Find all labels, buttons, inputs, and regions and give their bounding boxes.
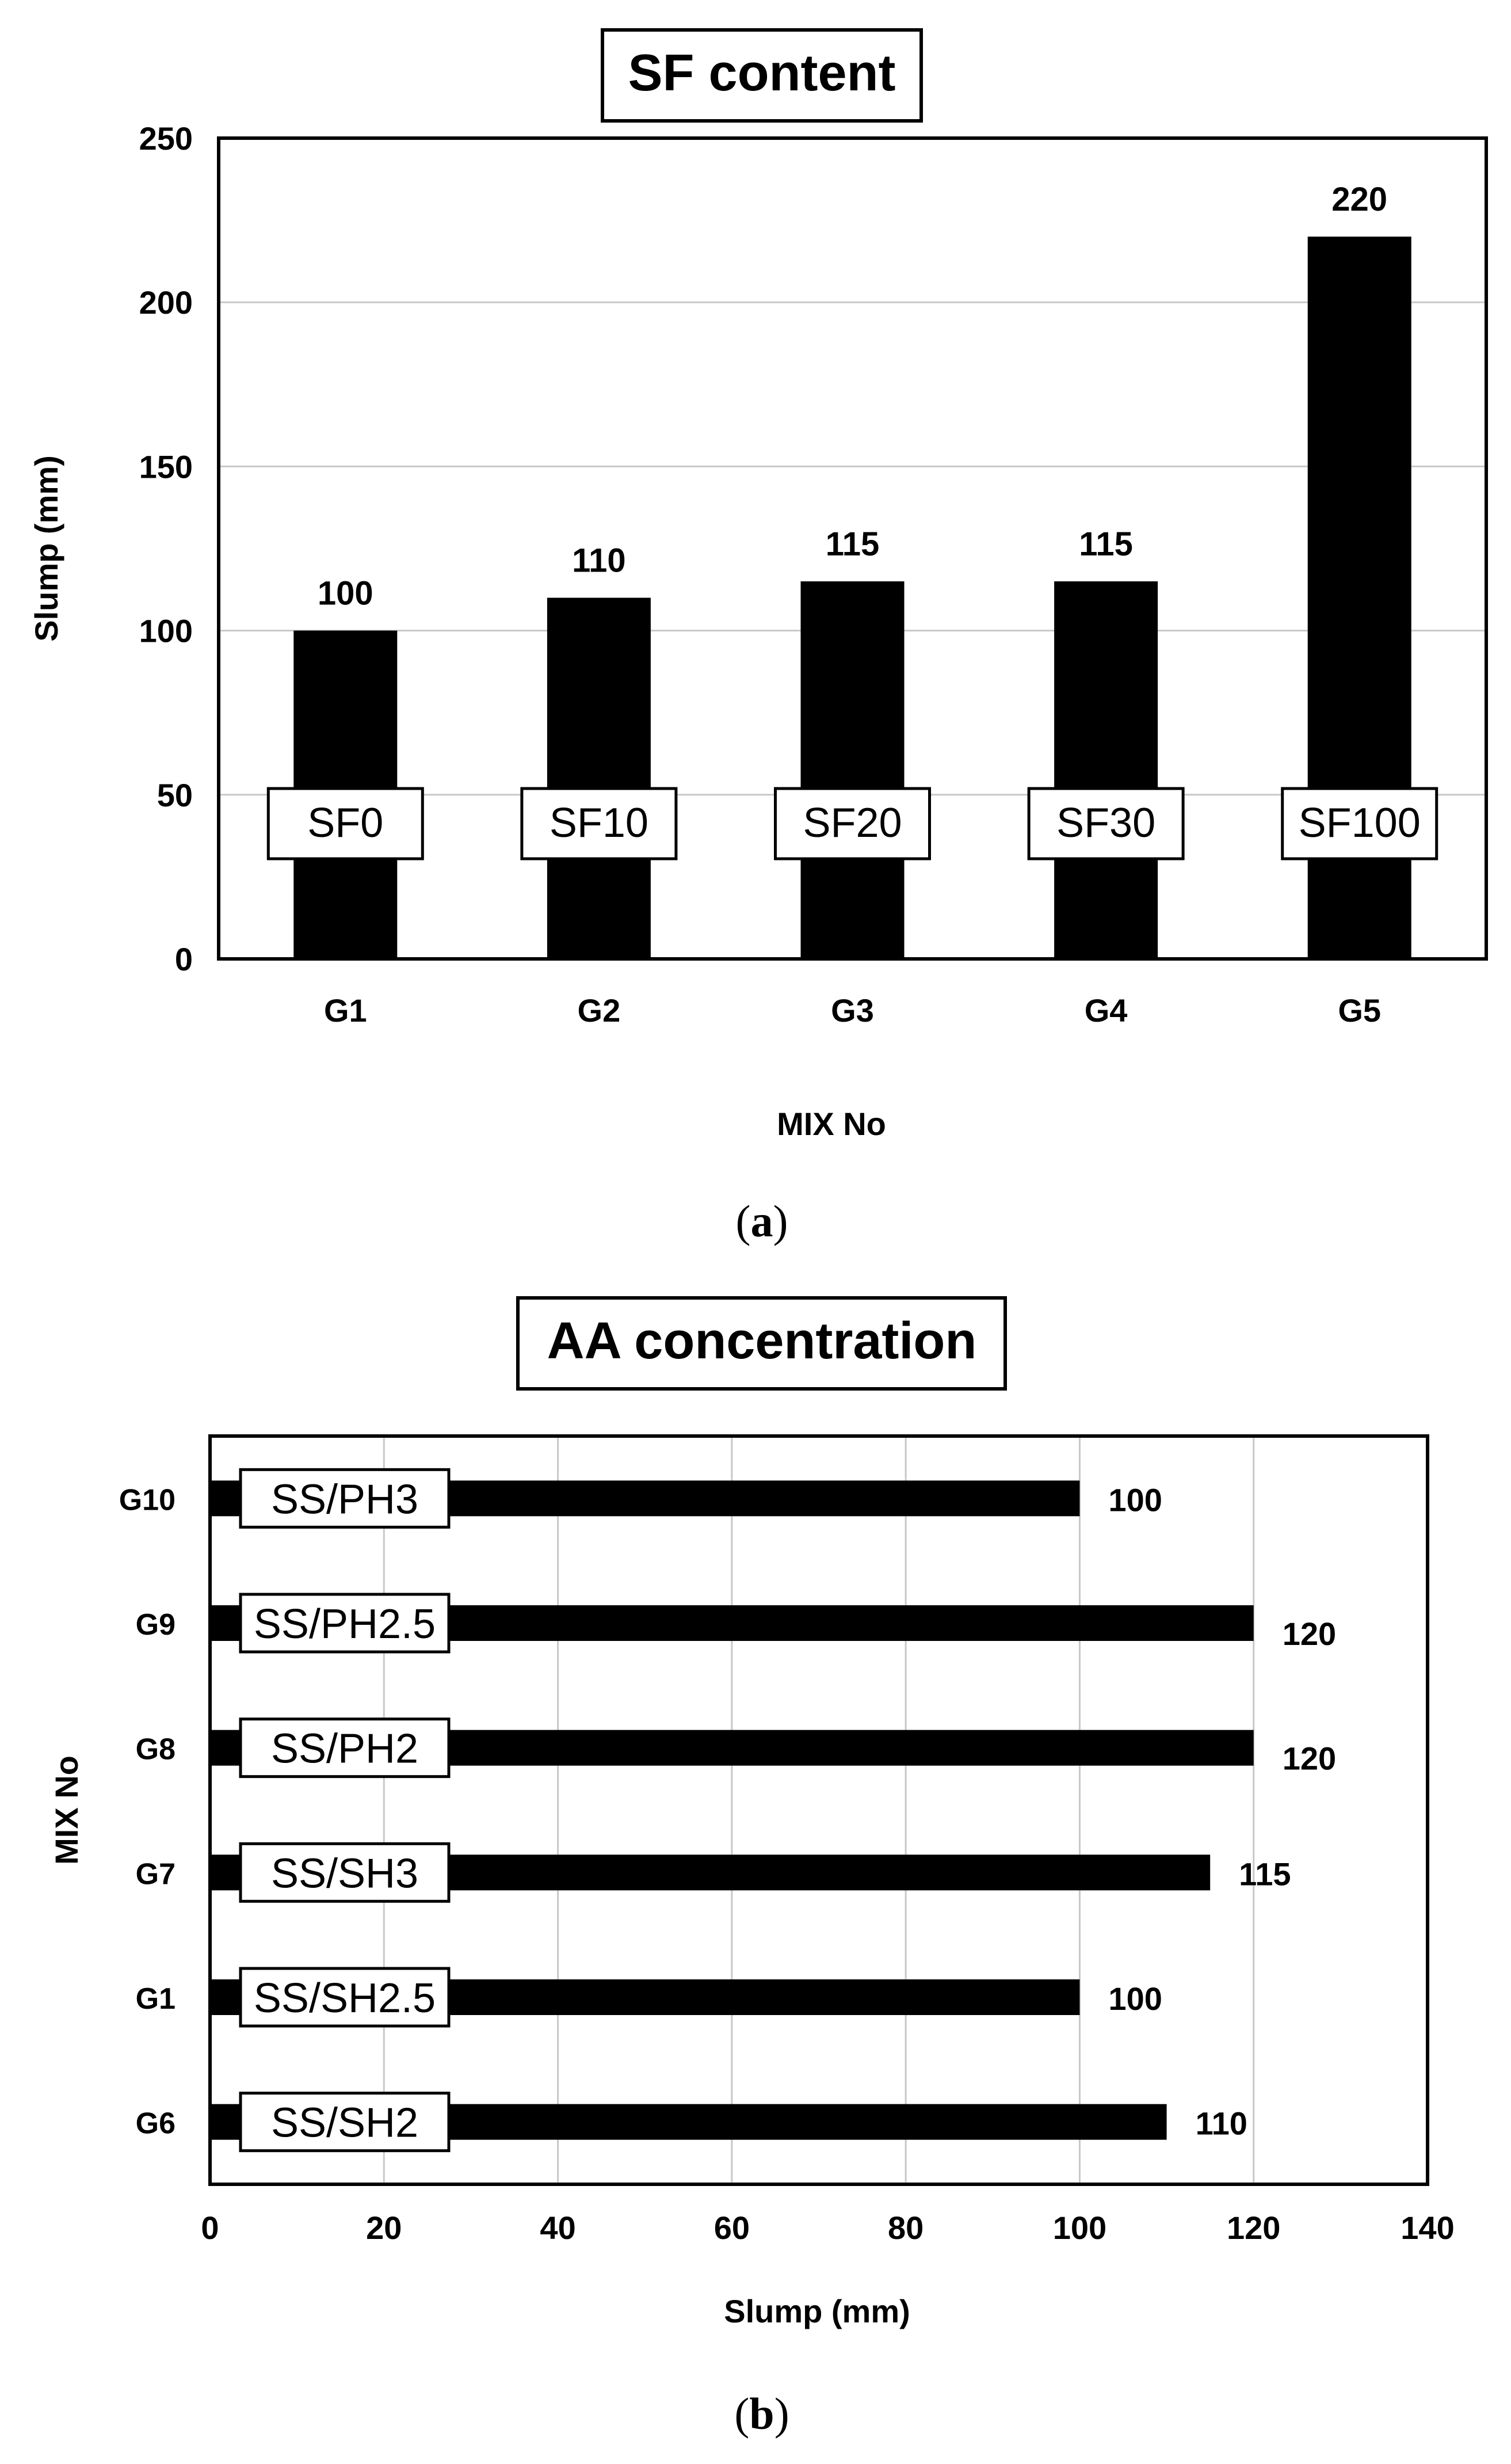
chart-b-bar-annotation: SS/SH3 <box>271 1850 418 1896</box>
chart-b-y-tick-label: G1 <box>136 1982 175 2016</box>
chart-a-bar <box>547 597 651 959</box>
chart-b-y-tick-label: G10 <box>119 1483 175 1517</box>
chart-b-x-tick-label: 80 <box>888 2210 924 2246</box>
chart-b-value-label: 115 <box>1239 1856 1291 1892</box>
chart-b-y-tick-labels: G10 G9 G8 G7 G1 G6 <box>119 1483 175 2140</box>
chart-b-bar-annotation-box <box>239 1842 451 1903</box>
chart-a-bar-annotation: SF30 <box>1056 800 1155 846</box>
chart-b-y-tick-label: G8 <box>136 1733 175 1766</box>
chart-b-value-label: 100 <box>1108 1981 1162 2017</box>
chart-a-x-tick-label: G5 <box>1338 992 1381 1029</box>
chart-a-value-label: 115 <box>826 525 880 563</box>
chart-b-bar-annotations: SS/PH3 SS/PH2.5 SS/PH2 SS/SH3 SS/SH2.5 SS/SH2 <box>239 1468 451 2153</box>
chart-panel-b: AA concentration 0 20 40 60 80 100 120 140 1001… <box>48 1296 1455 2439</box>
chart-b-bar-annotation-box <box>239 2092 451 2153</box>
chart-a-value-labels: 100 110 115 115 220 <box>318 181 1387 612</box>
chart-a-y-tick-label: 250 <box>139 120 193 157</box>
chart-a-y-axis-label: Slump (mm) <box>28 455 64 642</box>
chart-b-y-axis-label: MIX No <box>48 1755 85 1865</box>
chart-a-bar-annotation-box <box>520 787 678 860</box>
chart-a-bar <box>800 581 905 959</box>
chart-b-y-tick-label: G9 <box>136 1608 175 1642</box>
chart-b-bar-annotation: SS/PH3 <box>271 1476 418 1522</box>
chart-b-bar-annotation: SS/PH2.5 <box>254 1601 436 1647</box>
chart-a-bar <box>1054 581 1158 959</box>
chart-a-bar-annotations: SF0 SF10 SF20 SF30 SF100 <box>266 787 1438 860</box>
chart-b-y-tick-label: G7 <box>136 1857 175 1891</box>
chart-a-plot-frame <box>217 136 1488 961</box>
chart-b-title: AA concentration <box>547 1312 977 1370</box>
chart-b-x-tick-labels: 0 20 40 60 80 100 120 140 <box>201 2210 1454 2246</box>
chart-b-bar-annotation-box <box>239 1967 451 2028</box>
chart-panel-a: SF content 0 50 100 150 200 250 100 110 115 115 2… <box>28 28 1488 1246</box>
chart-a-y-tick-label: 150 <box>139 448 193 485</box>
chart-a-bar-annotation-box <box>266 787 424 860</box>
chart-a-value-label: 220 <box>1331 181 1387 218</box>
chart-a-y-tick-labels: 0 50 100 150 200 250 <box>139 120 193 977</box>
chart-a-x-tick-labels: G1 G2 G3 G4 G5 <box>324 992 1381 1029</box>
chart-b-x-tick-label: 140 <box>1401 2210 1454 2246</box>
chart-a-title-box <box>601 28 923 123</box>
chart-a-y-tick-label: 200 <box>139 284 193 321</box>
chart-b-bar-annotation: SS/SH2 <box>271 2100 418 2146</box>
chart-a-value-label: 115 <box>1079 525 1133 563</box>
chart-a-bar-annotation-box <box>774 787 931 860</box>
chart-b-value-label: 120 <box>1283 1741 1336 1777</box>
chart-b-x-tick-label: 120 <box>1227 2210 1280 2246</box>
chart-b-y-tick-label: G6 <box>136 2107 175 2141</box>
chart-a-bar-annotation-box <box>1281 787 1438 860</box>
chart-a-title: SF content <box>628 44 896 102</box>
chart-b-bar-annotation-box <box>239 1717 451 1779</box>
chart-a-x-tick-label: G2 <box>578 992 621 1029</box>
chart-b-plot-frame <box>208 1434 1429 2186</box>
chart-a-value-label: 100 <box>318 575 373 612</box>
chart-a-bar-annotation: SF100 <box>1299 800 1421 846</box>
chart-b-value-label: 120 <box>1283 1616 1336 1652</box>
chart-a-panel-label: (a) <box>736 1196 788 1246</box>
chart-b-bar-annotation-box <box>239 1593 451 1654</box>
chart-b-x-tick-label: 40 <box>540 2210 575 2246</box>
chart-a-bar-annotation: SF20 <box>803 800 902 846</box>
chart-b-value-labels: 100 120 120 115 100 110 <box>1108 1482 1336 2141</box>
chart-b-x-axis-label: Slump (mm) <box>724 2293 910 2329</box>
chart-b-bar-annotation-box <box>239 1468 451 1529</box>
chart-a-y-tick-label: 100 <box>139 613 193 649</box>
chart-b-x-tick-label: 20 <box>366 2210 402 2246</box>
chart-b-bar-annotation: SS/PH2 <box>271 1726 418 1772</box>
chart-a-x-axis-label: MIX No <box>777 1106 886 1142</box>
chart-a-x-tick-label: G1 <box>324 992 367 1029</box>
chart-a-bar-annotation: SF0 <box>307 800 383 846</box>
chart-a-value-label: 110 <box>572 542 626 580</box>
chart-b-gridlines <box>383 1436 1255 2184</box>
chart-b-bar-annotation: SS/SH2.5 <box>254 1975 436 2021</box>
chart-a-y-tick-label: 0 <box>175 941 193 977</box>
chart-a-bar-annotation-box <box>1027 787 1185 860</box>
chart-a-bar-annotation: SF10 <box>550 800 648 846</box>
chart-b-x-tick-label: 60 <box>714 2210 750 2246</box>
chart-a-x-tick-label: G4 <box>1085 992 1128 1029</box>
chart-b-x-tick-label: 0 <box>201 2210 219 2246</box>
chart-b-panel-label: (b) <box>734 2389 789 2439</box>
chart-b-value-label: 110 <box>1196 2105 1247 2142</box>
chart-b-title-box <box>516 1296 1007 1391</box>
chart-a-x-tick-label: G3 <box>831 992 874 1029</box>
chart-a-y-tick-label: 50 <box>157 777 193 813</box>
chart-b-value-label: 100 <box>1108 1482 1162 1518</box>
chart-b-x-tick-label: 100 <box>1053 2210 1106 2246</box>
